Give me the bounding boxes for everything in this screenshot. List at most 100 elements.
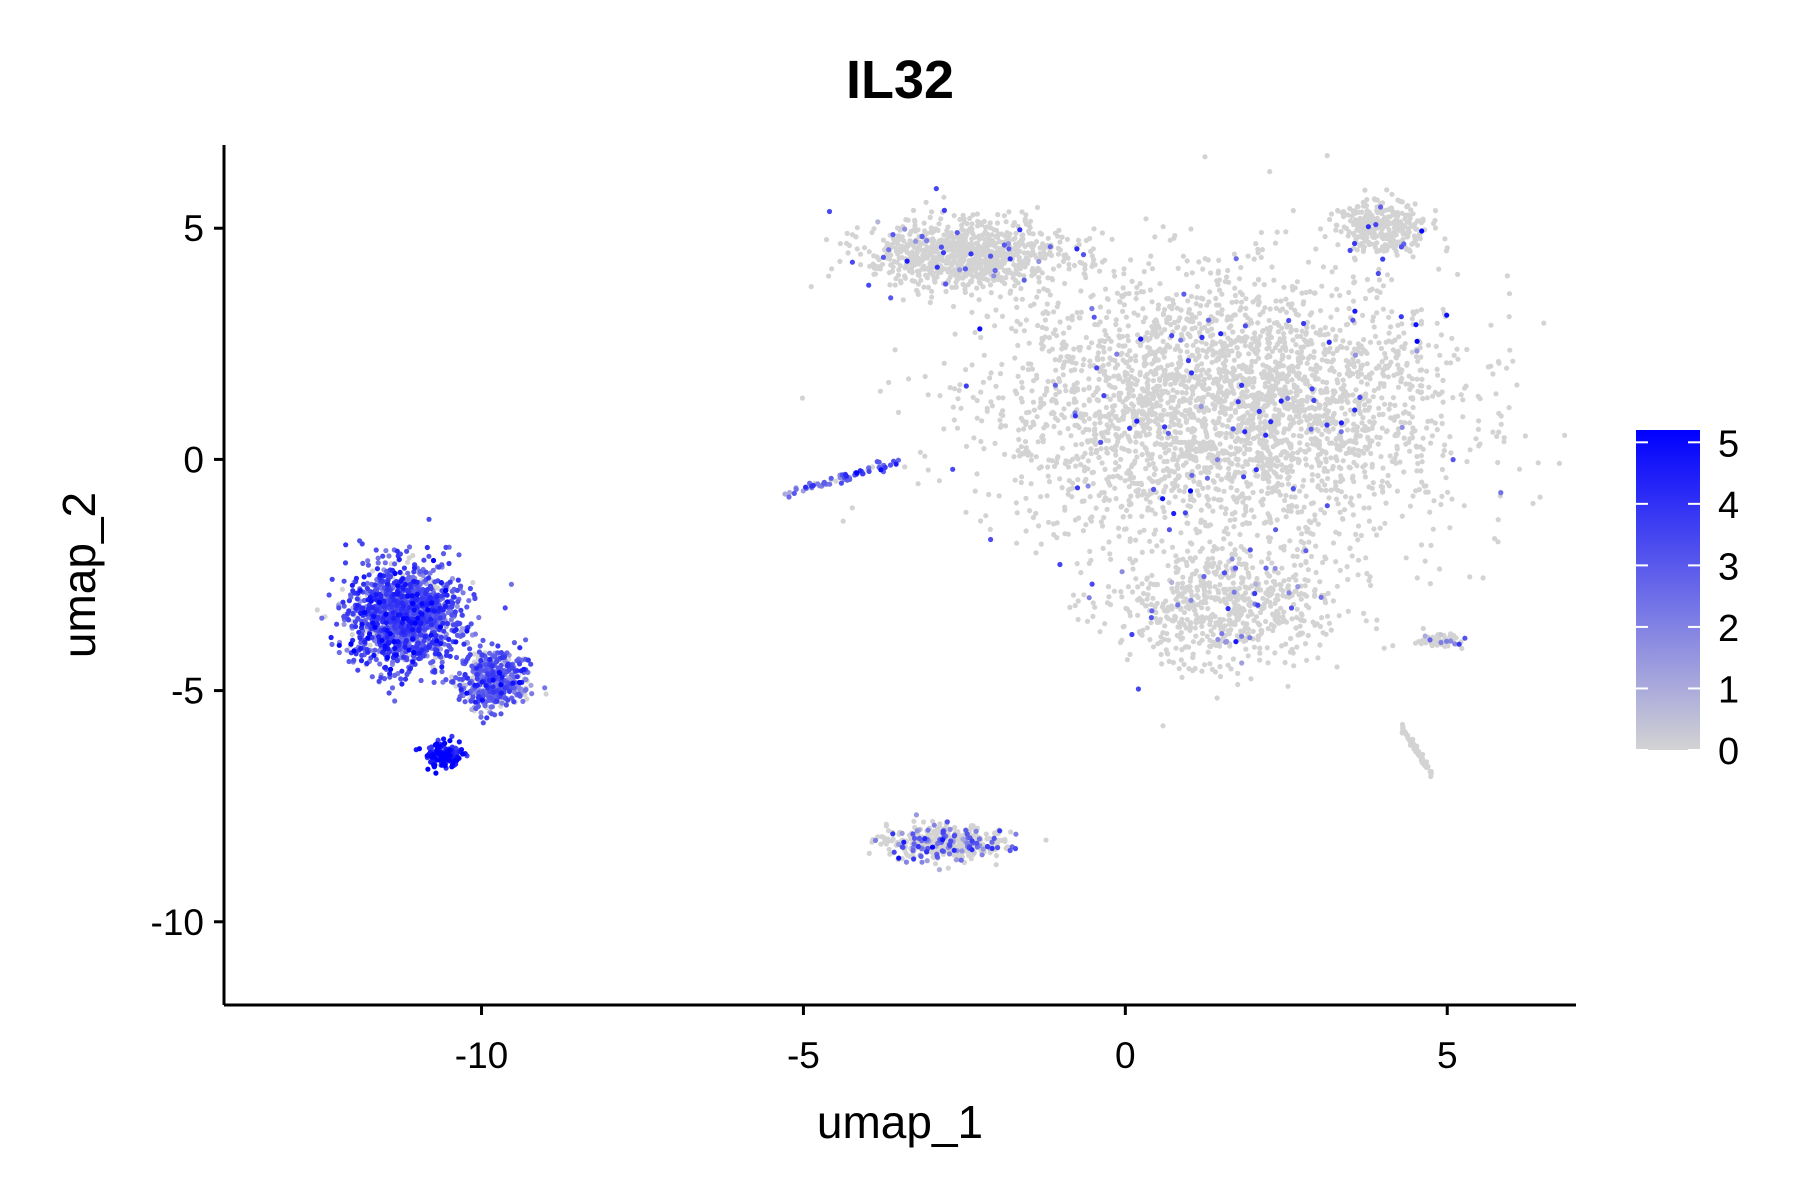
cell-point: [1230, 580, 1236, 586]
cell-point: [1294, 546, 1300, 553]
cell-point: [1281, 284, 1287, 290]
cell-point: [941, 194, 947, 200]
cell-point: [1081, 402, 1087, 408]
cell-point: [1054, 455, 1060, 461]
cell-point: [1228, 666, 1234, 672]
cell-point: [1118, 456, 1124, 462]
cell-point: [1189, 446, 1195, 453]
cell-point: [1153, 527, 1159, 533]
cell-point: [1324, 153, 1330, 159]
cell-point: [1265, 556, 1271, 562]
cell-point: [1399, 223, 1405, 229]
cell-point: [1300, 397, 1306, 403]
cell-point: [1144, 380, 1150, 386]
cell-point: [1304, 324, 1310, 330]
cell-point: [1239, 420, 1246, 426]
cell-point: [1021, 328, 1027, 334]
cell-point: [1196, 329, 1203, 335]
cell-point: [1083, 476, 1089, 482]
cell-point: [970, 394, 976, 400]
cell-point: [1276, 619, 1282, 625]
cell-point: [1014, 244, 1021, 250]
cell-point: [1203, 600, 1209, 606]
cell-point: [949, 253, 955, 259]
cell-point: [1258, 254, 1264, 260]
cell-point: [1258, 420, 1264, 426]
cell-point: [846, 242, 853, 249]
cell-point: [1183, 625, 1189, 631]
cell-point: [1414, 308, 1420, 314]
cell-point: [1096, 454, 1102, 461]
cell-point: [989, 242, 995, 248]
cell-point: [1322, 465, 1328, 471]
cell-point: [1328, 627, 1334, 633]
cell-point: [1284, 379, 1290, 385]
cell-point: [1284, 469, 1290, 475]
cell-point: [1288, 423, 1294, 429]
cell-point: [1102, 466, 1108, 472]
cell-point: [987, 282, 994, 288]
cell-point: [1263, 579, 1269, 585]
cell-point: [895, 246, 901, 252]
cell-point: [1181, 326, 1187, 332]
cell-point: [1208, 628, 1214, 634]
cell-point: [1320, 413, 1326, 419]
cell-point: [1362, 295, 1369, 302]
cell-point: [1303, 524, 1309, 530]
cell-point: [1396, 239, 1402, 245]
cell-point: [1358, 532, 1364, 539]
cell-point: [1530, 500, 1536, 507]
cell-point: [1295, 509, 1301, 515]
cell-point: [1273, 305, 1279, 311]
cell-point: [1440, 399, 1446, 405]
cell-point: [935, 241, 941, 247]
cell-point: [974, 285, 980, 291]
cell-point: [1150, 460, 1156, 466]
cell-point: [1318, 507, 1324, 513]
cell-point: [1301, 540, 1307, 546]
cell-point: [999, 313, 1006, 319]
cell-point: [1301, 618, 1307, 624]
cell-point: [909, 278, 915, 284]
cell-point: [1283, 641, 1289, 647]
cell-point: [1146, 475, 1152, 481]
cell-point: [1442, 123, 1447, 128]
cell-point: [1310, 531, 1316, 537]
cell-point: [954, 425, 961, 431]
cell-point: [1291, 403, 1297, 409]
cell-point: [1235, 670, 1241, 677]
cell-point: [1406, 411, 1412, 417]
cell-point: [1248, 507, 1255, 513]
cell-point: [1286, 416, 1292, 422]
cell-point: [1060, 330, 1067, 336]
cell-point: [1185, 298, 1191, 304]
cell-point: [923, 199, 929, 205]
cell-point: [1074, 561, 1080, 567]
cell-point: [1211, 406, 1217, 412]
cell-point: [1370, 394, 1376, 400]
cell-point: [1029, 366, 1035, 372]
cell-point: [1042, 317, 1048, 323]
cell-point: [1114, 290, 1120, 296]
cell-point: [1597, 431, 1602, 436]
cell-point: [1230, 329, 1236, 335]
cell-point: [1134, 378, 1140, 384]
cell-point: [1166, 500, 1172, 506]
cell-point: [1196, 354, 1202, 360]
cell-point: [1290, 553, 1296, 559]
cell-point: [1172, 346, 1178, 352]
cell-point: [1126, 390, 1132, 396]
cell-point: [1113, 496, 1119, 502]
cell-point: [1191, 607, 1198, 613]
cell-point: [893, 237, 900, 243]
cell-point: [1142, 315, 1148, 321]
cell-point: [1423, 483, 1429, 489]
cell-point: [1516, 466, 1523, 472]
cell-point: [1172, 429, 1178, 435]
cell-point: [1372, 244, 1378, 250]
cell-point: [1303, 493, 1309, 499]
cell-point: [1043, 309, 1049, 315]
cell-point: [1231, 373, 1237, 379]
cell-point: [1392, 225, 1398, 231]
cell-point: [1332, 479, 1339, 485]
